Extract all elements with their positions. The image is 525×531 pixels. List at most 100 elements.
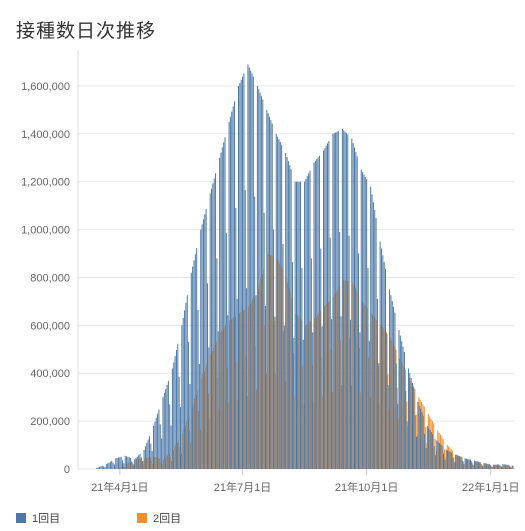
bar-dose1 — [281, 144, 283, 469]
bar-dose1 — [403, 352, 405, 469]
bar-dose1 — [113, 464, 115, 469]
bar-dose1 — [461, 460, 463, 469]
legend-item-dose2[interactable]: 2回目 — [137, 510, 181, 526]
bar-dose1 — [356, 156, 358, 469]
bar-dose1 — [451, 452, 453, 469]
bar-dose1 — [447, 450, 449, 469]
bar-dose1 — [317, 157, 319, 469]
bar-dose1 — [328, 140, 330, 470]
bar-dose1 — [224, 137, 226, 470]
bar-dose1 — [123, 463, 125, 469]
bar-dose1 — [155, 417, 157, 469]
bar-dose1 — [99, 466, 101, 469]
bar-dose1 — [136, 456, 138, 469]
bar-dose1 — [341, 129, 343, 470]
bar-dose1 — [333, 133, 335, 470]
legend-item-dose1[interactable]: 1回目 — [16, 510, 60, 526]
bar-dose1 — [340, 316, 342, 469]
bar-dose1 — [162, 397, 164, 469]
bar-dose1 — [375, 217, 377, 469]
bar-dose1 — [312, 332, 314, 469]
bar-dose1 — [335, 132, 337, 470]
bar-dose1 — [103, 466, 105, 469]
bar-dose1 — [135, 458, 137, 469]
bar-dose1 — [112, 462, 114, 469]
bar-dose1 — [316, 159, 318, 469]
bar-dose1 — [309, 170, 311, 469]
bar-dose1 — [379, 241, 381, 469]
bar-dose1 — [274, 316, 276, 469]
bar-dose1 — [452, 457, 454, 469]
bar-dose1 — [449, 451, 451, 469]
bar-dose1 — [209, 193, 211, 469]
bar-dose1 — [154, 421, 156, 469]
bar-dose1 — [376, 298, 378, 469]
bar-dose1 — [298, 181, 300, 469]
bar-dose1 — [391, 301, 393, 469]
bar-dose1 — [337, 131, 339, 470]
bar-dose1 — [107, 463, 109, 469]
bar-dose1 — [426, 425, 428, 469]
bar-dose1 — [101, 465, 103, 469]
bar-dose1 — [411, 382, 413, 469]
bar-dose1 — [345, 133, 347, 470]
bar-dose1 — [438, 443, 440, 469]
bar-dose1 — [367, 267, 369, 469]
bar-dose1 — [368, 340, 370, 469]
bar-dose1 — [263, 212, 265, 469]
bar-dose1 — [264, 305, 266, 469]
y-tick-label: 1,400,000 — [21, 129, 70, 141]
bar-dose1 — [362, 172, 364, 469]
bar-dose1 — [499, 465, 501, 469]
y-tick-label: 800,000 — [30, 272, 70, 284]
bar-dose1 — [194, 254, 196, 469]
bar-dose1 — [231, 111, 233, 469]
bar-dose1 — [306, 176, 308, 469]
bar-dose1 — [192, 266, 194, 469]
bar-dose1 — [460, 456, 462, 469]
bar-dose1 — [108, 462, 110, 469]
bar-dose1 — [211, 188, 213, 469]
bar-dose1 — [227, 315, 229, 469]
bar-dose1 — [252, 76, 254, 469]
bar-dose1 — [225, 233, 227, 469]
bar-dose1 — [283, 325, 285, 469]
bar-dose1 — [104, 467, 106, 469]
bar-dose1 — [331, 319, 333, 469]
bar-dose1 — [410, 378, 412, 469]
bar-dose1 — [296, 181, 297, 469]
bar-dose1 — [216, 258, 218, 469]
bar-dose1 — [424, 434, 426, 469]
bar-dose1 — [220, 152, 222, 469]
bar-dose1 — [363, 174, 365, 469]
bar-dose1 — [417, 401, 419, 469]
bar-dose1 — [116, 457, 118, 469]
bar-dose1 — [358, 253, 360, 469]
bar-dose1 — [370, 186, 372, 469]
bar-dose2 — [434, 438, 436, 469]
bar-dose1 — [459, 456, 461, 469]
bar-dose1 — [429, 430, 431, 469]
bar-dose1 — [96, 467, 98, 469]
bar-dose1 — [324, 148, 326, 469]
bar-dose1 — [352, 143, 354, 469]
bar-dose1 — [282, 243, 284, 469]
bar-dose1 — [223, 142, 225, 469]
bar-dose1 — [273, 229, 275, 469]
bar-dose1 — [228, 121, 230, 469]
bar-dose1 — [124, 455, 126, 469]
legend-label-dose2: 2回目 — [153, 513, 182, 525]
bar-dose1 — [202, 219, 204, 469]
bar-dose1 — [441, 445, 443, 469]
x-tick-label: 22年1月1日 — [462, 480, 519, 494]
bar-dose1 — [267, 113, 269, 469]
bar-dose1 — [378, 363, 380, 469]
bar-dose1 — [406, 421, 408, 469]
bar-dose1 — [178, 377, 180, 469]
bar-dose1 — [385, 268, 387, 469]
bar-dose1 — [97, 467, 99, 469]
bar-dose1 — [217, 331, 219, 469]
bar-dose1 — [444, 459, 446, 469]
bar-dose1 — [205, 209, 207, 469]
bar-dose1 — [244, 190, 246, 469]
